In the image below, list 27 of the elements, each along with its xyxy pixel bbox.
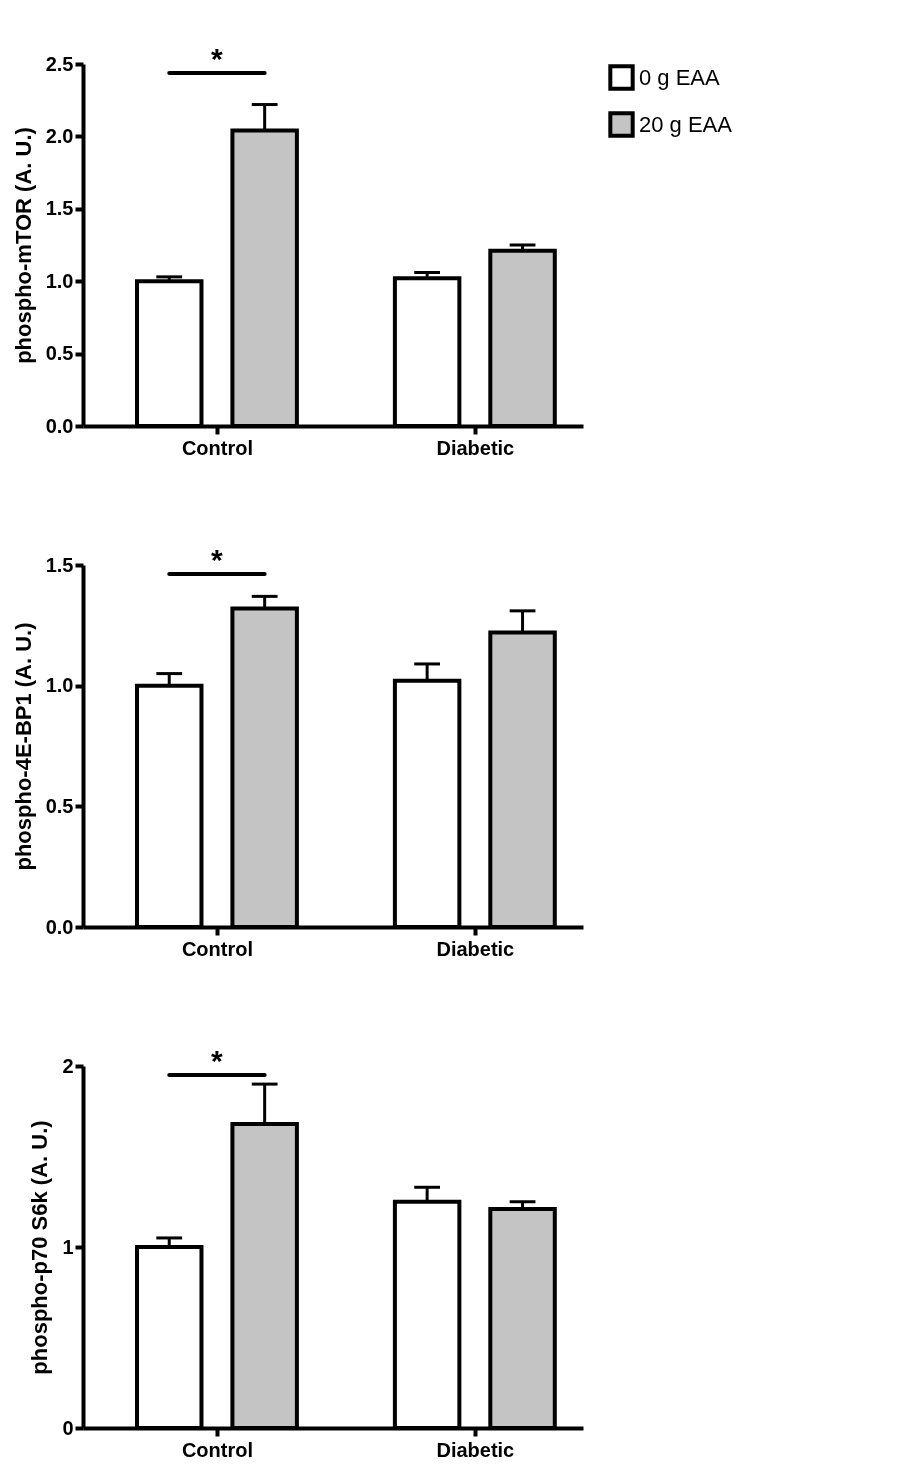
x-tick-label: Diabetic	[436, 937, 515, 960]
legend-label: 20 g EAA	[639, 111, 733, 137]
annotation: *	[211, 42, 224, 76]
legend-label: 0 g EAA	[639, 64, 721, 90]
x-tick-label: Control	[181, 436, 253, 459]
y-tick-label: 0	[62, 1416, 74, 1439]
y-tick-label: 0.5	[45, 794, 74, 817]
x-tick-label: Control	[181, 937, 253, 960]
y-axis-title: phospho-mTOR (A. U.)	[10, 127, 36, 364]
y-tick-label: 0.0	[45, 414, 74, 437]
x-tick-label: Diabetic	[436, 1438, 515, 1461]
x-tick-label: Control	[181, 1438, 253, 1461]
y-tick-label: 1.5	[45, 197, 74, 220]
y-tick-label: 0.0	[45, 915, 74, 938]
y-axis-title: phospho-4E-BP1 (A. U.)	[10, 622, 36, 871]
x-tick-label: Diabetic	[436, 436, 515, 459]
y-tick-label: 1.0	[45, 269, 74, 292]
y-axis-title: phospho-p70 S6k (A. U.)	[27, 1120, 53, 1375]
y-tick-label: 1.0	[45, 674, 74, 697]
y-tick-label: 0.5	[45, 342, 74, 365]
y-tick-label: 2	[62, 1054, 74, 1077]
y-tick-label: 2.0	[45, 124, 74, 147]
y-tick-label: 1	[62, 1235, 74, 1258]
y-tick-label: 2.5	[45, 52, 74, 75]
annotation: *	[211, 543, 224, 577]
y-tick-label: 1.5	[45, 553, 74, 576]
annotation: *	[211, 1044, 224, 1078]
